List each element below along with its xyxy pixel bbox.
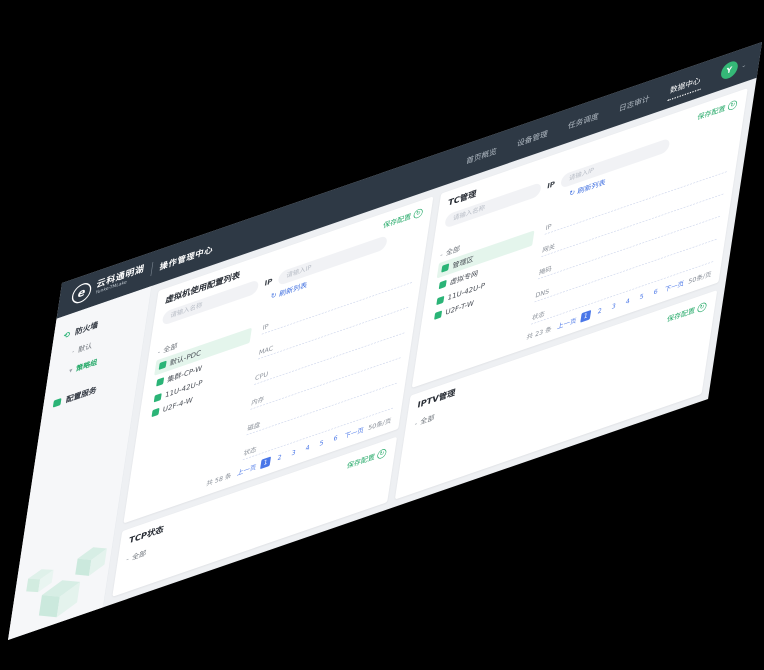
brand-logo-icon: e (70, 280, 93, 307)
page-size[interactable]: 50条/页 (367, 417, 392, 433)
app-window: e 云科通明湖 Yunke-TMLake 操作管理中心 首页概览 设备管理 任务… (8, 41, 763, 641)
page-1[interactable]: 1 (580, 309, 592, 323)
page-3[interactable]: 3 (611, 302, 617, 311)
tree-root-label: 全部 (445, 243, 461, 258)
page-3[interactable]: 3 (290, 448, 297, 458)
collapse-icon: - (157, 347, 161, 357)
page-6[interactable]: 6 (653, 288, 659, 297)
ip-label: IP (263, 276, 273, 288)
triangle-icon: ▾ (68, 366, 73, 375)
next-page-button[interactable]: 下一页 (344, 426, 365, 441)
sidebar: ⟲ 防火墙 - 默认 ▾ 策略组 配置服务 (8, 285, 153, 640)
refresh-icon: ↻ (568, 187, 576, 199)
page-size[interactable]: 50条/页 (687, 270, 712, 286)
decorative-cubes-graphic (26, 547, 107, 618)
nav-item-datacenter-active[interactable]: 数据中心 (667, 69, 704, 101)
save-config-label: 保存配置 (346, 452, 376, 471)
node-cube-icon (156, 377, 165, 387)
collapse-icon: - (125, 554, 130, 564)
node-cube-icon (438, 279, 447, 290)
nav-item-overview[interactable]: 首页概览 (465, 146, 498, 166)
nav-item-devices[interactable]: 设备管理 (516, 128, 549, 148)
refresh-circle-icon: ↻ (413, 207, 424, 220)
page-6[interactable]: 6 (332, 434, 339, 443)
tree-root-label: 全部 (419, 412, 436, 427)
total-count: 共 23 条 (526, 325, 552, 342)
node-cube-icon (153, 392, 162, 403)
page-2[interactable]: 2 (597, 307, 603, 316)
sidebar-item-label: 默认 (77, 341, 93, 355)
tree-root-label: 全部 (162, 341, 179, 355)
page-4[interactable]: 4 (304, 444, 311, 453)
page-4[interactable]: 4 (625, 297, 631, 307)
refresh-circle-icon: ↻ (696, 301, 708, 314)
nav-item-tasks[interactable]: 任务调度 (567, 111, 600, 131)
node-cube-icon (441, 263, 450, 273)
total-count: 共 58 条 (205, 472, 232, 488)
prev-page-button[interactable]: 上一页 (236, 463, 257, 478)
refresh-circle-icon: ↻ (727, 99, 738, 112)
folder-icon (52, 397, 62, 408)
save-config-label: 保存配置 (666, 305, 696, 324)
node-cube-icon (158, 360, 167, 371)
page-5[interactable]: 5 (318, 439, 325, 448)
user-avatar[interactable]: Y (719, 59, 739, 82)
collapse-icon: - (71, 347, 75, 356)
save-config-button[interactable]: 保存配置 ↻ (346, 447, 387, 471)
page-1[interactable]: 1 (260, 456, 271, 470)
ip-label: IP (546, 179, 556, 191)
page-2[interactable]: 2 (276, 453, 283, 463)
nav-item-logs[interactable]: 日志审计 (618, 93, 651, 113)
user-box[interactable]: Y ⌄ (719, 56, 748, 82)
refresh-circle-icon: ↻ (376, 447, 387, 460)
prev-page-button[interactable]: 上一页 (556, 317, 577, 331)
collapse-icon: - (439, 249, 444, 260)
tree-root-label: 全部 (131, 548, 147, 562)
page-5[interactable]: 5 (639, 292, 645, 302)
refresh-icon: ↻ (270, 290, 278, 301)
next-page-button[interactable]: 下一页 (664, 280, 685, 294)
save-config-button[interactable]: 保存配置 ↻ (666, 301, 708, 325)
chevron-down-icon: ⌄ (740, 60, 748, 70)
node-cube-icon (434, 310, 443, 320)
sync-icon: ⟲ (62, 329, 71, 341)
node-cube-icon (436, 295, 445, 305)
node-cube-icon (151, 407, 160, 417)
collapse-icon: - (414, 418, 418, 429)
divider (150, 261, 154, 277)
